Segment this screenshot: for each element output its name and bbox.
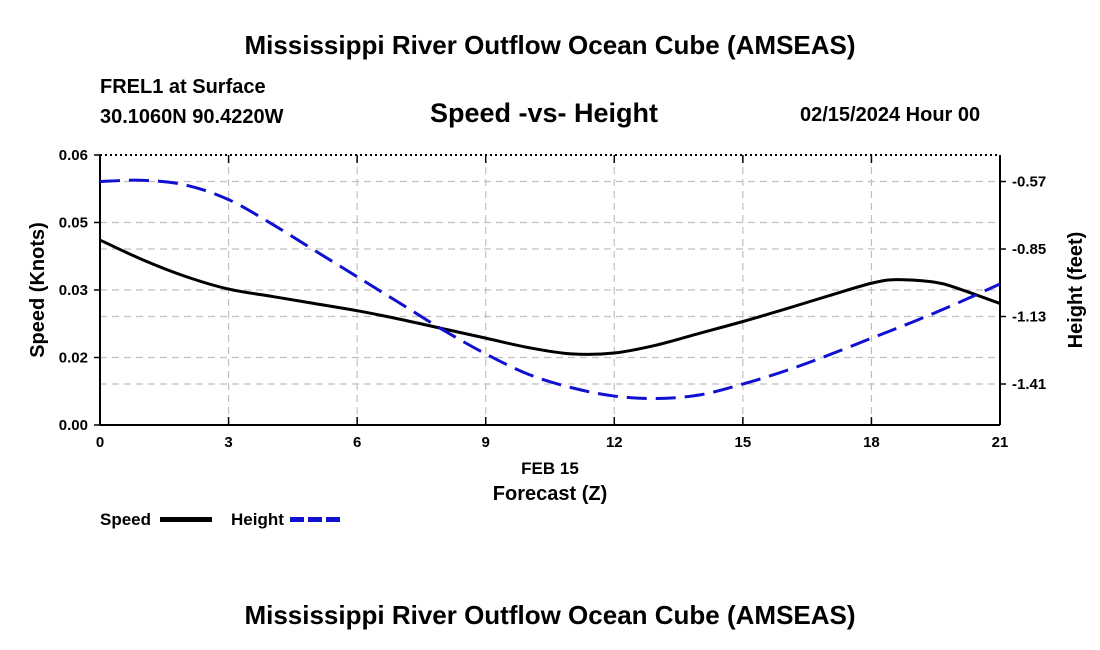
forecast-date: 02/15/2024 Hour 00 xyxy=(800,104,981,126)
legend-swatch-height xyxy=(290,517,342,522)
page-title: Mississippi River Outflow Ocean Cube (AM… xyxy=(244,30,856,60)
y-axis-label: Speed (Knots) xyxy=(27,222,49,358)
grid-layer xyxy=(100,155,1000,425)
y-tick-label: 0.02 xyxy=(59,350,88,367)
x-axis-label: Forecast (Z) xyxy=(493,483,607,505)
x-tick-label: 3 xyxy=(224,434,232,451)
chart-subtitle: Speed -vs- Height xyxy=(430,98,659,128)
y-tick-label: 0.06 xyxy=(59,147,88,164)
series-layer xyxy=(99,178,1001,401)
y-tick-label: 0.00 xyxy=(59,417,88,434)
footer-title: Mississippi River Outflow Ocean Cube (AM… xyxy=(244,600,856,630)
series-line-speed xyxy=(99,238,1001,356)
x-axis-sublabel: FEB 15 xyxy=(521,459,579,478)
y2-tick-label: -1.41 xyxy=(1012,376,1046,393)
station-label: FREL1 at Surface xyxy=(100,76,266,98)
x-tick-label: 9 xyxy=(482,434,490,451)
legend-label-speed: Speed xyxy=(100,510,152,529)
x-tick-label: 0 xyxy=(96,434,104,451)
y-tick-label: 0.03 xyxy=(59,282,88,299)
y2-tick-label: -1.13 xyxy=(1012,309,1046,326)
y2-axis-label: Height (feet) xyxy=(1065,232,1087,349)
x-tick-label: 15 xyxy=(735,434,752,451)
x-tick-label: 6 xyxy=(353,434,361,451)
y2-tick-label: -0.85 xyxy=(1012,241,1046,258)
series-line-height xyxy=(99,178,1001,401)
axes-layer: 0 3 6 9 12 15 18 21 0.00 0.02 0.03 0.05 0.06 -0.57 -0.… xyxy=(59,147,1046,451)
labels-layer: FEB 15 Forecast (Z) Speed (Knots) Height… xyxy=(27,222,1087,505)
legend-label-height: Height xyxy=(231,510,284,529)
x-tick-label: 18 xyxy=(863,434,880,451)
x-tick-label: 12 xyxy=(606,434,623,451)
legend-swatch-speed xyxy=(160,517,212,522)
speed-height-chart: 0 3 6 9 12 15 18 21 0.00 0.02 0.03 0.05 0.06 -0.57 -0.… xyxy=(27,147,1087,505)
y-tick-label: 0.05 xyxy=(59,215,88,232)
station-coords: 30.1060N 90.4220W xyxy=(100,106,284,128)
x-tick-label: 21 xyxy=(992,434,1009,451)
y2-tick-label: -0.57 xyxy=(1012,174,1046,191)
